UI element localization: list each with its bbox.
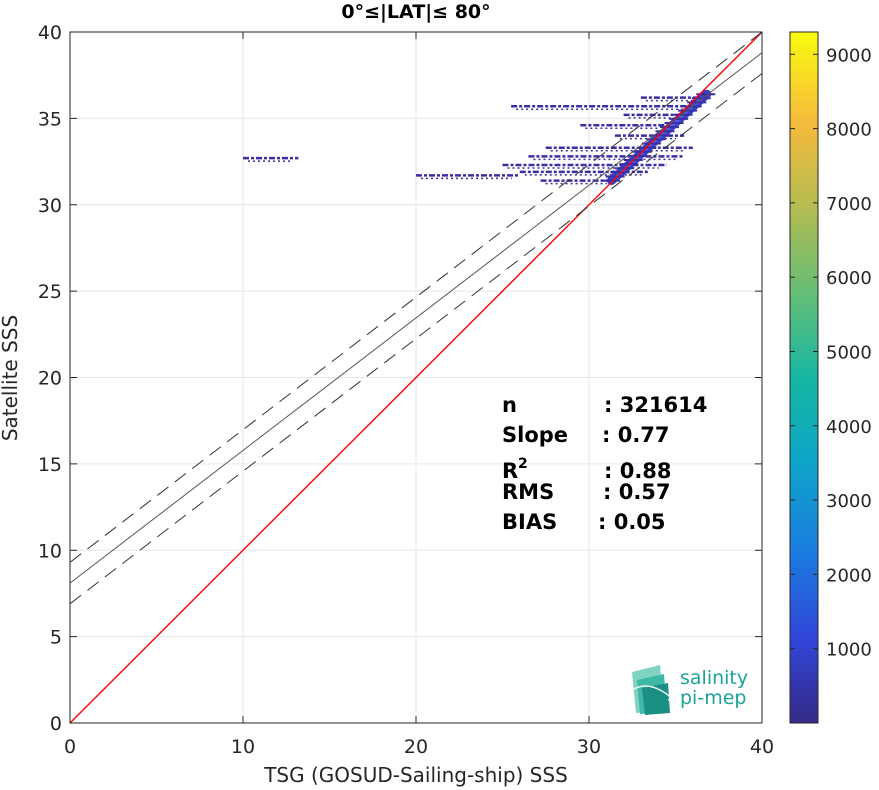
y-tick-label: 25 [38,281,62,303]
colorbar-tick-label: 2000 [826,565,872,586]
y-tick-label: 35 [38,108,62,130]
colorbar-tick-label: 3000 [826,491,872,512]
stat-value: : 321614 [604,393,707,417]
colorbar-tick-label: 1000 [826,640,872,661]
x-tick-label: 10 [231,736,255,758]
y-tick-label: 30 [38,195,62,217]
stat-value: : 0.57 [603,480,671,504]
stat-label: n [502,393,517,417]
fit-lines [70,32,762,723]
stat-label: Slope [502,423,568,447]
chart-title: 0°≤|LAT|≤ 80° [341,1,490,23]
colorbar-tick-label: 9000 [826,45,872,66]
stat-label: R [502,459,518,483]
colorbar-ticks: 1000 2000 3000 4000 5000 6000 7000 8000 9000 [790,45,872,661]
colorbar-tick-label: 5000 [826,342,872,363]
stat-label: RMS [502,480,554,504]
y-tick-label: 0 [50,713,62,735]
stat-value: : 0.88 [604,459,672,483]
logo-text-pimep: pi-mep [680,687,746,709]
upper_bound-line [70,32,762,563]
stats-box: n : 321614 Slope : 0.77 R 2 : 0.88 RMS : 0.57 BIA… [502,393,707,534]
y-tick-label: 40 [38,22,62,44]
stat-value: : 0.77 [602,423,670,447]
regression-line [70,52,762,584]
x-tick-label: 30 [577,736,601,758]
y-tick-label: 15 [38,454,62,476]
identity-line [70,32,762,723]
x-tick-label: 40 [750,736,774,758]
stat-label-superscript: 2 [518,456,528,472]
stat-value: : 0.05 [598,510,666,534]
colorbar-tick-label: 8000 [826,120,872,141]
logo-wave-icon [631,665,671,715]
x-tick-label: 0 [64,736,76,758]
colorbar-tick-label: 7000 [826,194,872,215]
y-axis-ticks: 0 5 10 15 20 25 30 35 40 [38,22,762,735]
logo-text-salinity: salinity [680,667,748,689]
x-axis-label: TSG (GOSUD-Sailing-ship) SSS [263,763,568,787]
x-tick-label: 20 [404,736,428,758]
colorbar [789,31,819,724]
colorbar-tick-label: 6000 [826,268,872,289]
y-axis-label: Satellite SSS [0,315,22,441]
lower_bound-line [70,73,762,605]
colorbar-tick-label: 4000 [826,417,872,438]
y-tick-label: 10 [38,540,62,562]
stat-label: BIAS [502,510,557,534]
y-tick-label: 20 [38,368,62,390]
x-axis-ticks: 0 10 20 30 40 [64,32,774,758]
y-tick-label: 5 [50,627,62,649]
logo: salinity pi-mep [631,665,748,715]
